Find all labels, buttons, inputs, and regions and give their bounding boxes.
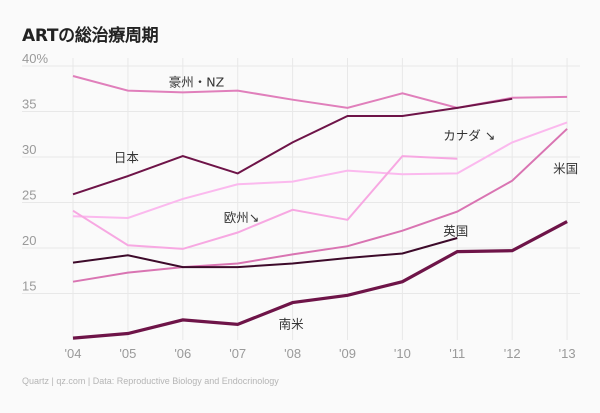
series-line-日本 bbox=[72, 97, 513, 196]
x-axis-ticks: '04 '05 '06 '07 '08 '09 '10 '11 '12 '13 bbox=[65, 346, 576, 361]
series-line-南米 bbox=[72, 220, 568, 340]
series-line-豪州・NZ bbox=[72, 75, 568, 109]
series-label: 日本 bbox=[114, 150, 140, 165]
x-tick-label: '04 bbox=[65, 346, 82, 361]
y-tick-label: 30 bbox=[22, 142, 36, 157]
y-tick-label: 40% bbox=[22, 51, 48, 66]
y-tick-label: 25 bbox=[22, 188, 36, 203]
series-label: 南米 bbox=[279, 316, 305, 331]
series-line-カナダ bbox=[72, 121, 568, 220]
y-tick-label: 15 bbox=[22, 279, 36, 294]
x-tick-label: '09 bbox=[339, 346, 356, 361]
x-tick-label: '07 bbox=[229, 346, 246, 361]
y-axis-ticks: 40% 35 30 25 20 15 bbox=[22, 51, 48, 294]
x-tick-label: '08 bbox=[284, 346, 301, 361]
y-tick-label: 20 bbox=[22, 233, 36, 248]
x-tick-label: '13 bbox=[559, 346, 576, 361]
series-line-英国 bbox=[72, 237, 458, 269]
series-line-欧州 bbox=[72, 155, 458, 250]
y-tick-label: 35 bbox=[22, 97, 36, 112]
x-tick-label: '11 bbox=[449, 346, 465, 361]
x-tick-label: '06 bbox=[174, 346, 191, 361]
series-label: 米国 bbox=[553, 161, 578, 176]
series-line-米国 bbox=[72, 128, 568, 283]
series-label: カナダ ↘ bbox=[443, 128, 495, 143]
x-tick-label: '05 bbox=[119, 346, 136, 361]
chart-title: ARTの総治療周期 bbox=[22, 26, 159, 46]
series-label: 豪州・NZ bbox=[169, 74, 224, 89]
series-label: 欧州↘ bbox=[224, 210, 259, 225]
x-tick-label: '12 bbox=[504, 346, 521, 361]
x-tick-label: '10 bbox=[394, 346, 411, 361]
series-label: 英国 bbox=[443, 224, 468, 239]
series-lines bbox=[72, 75, 568, 340]
source-footer: Quartz | qz.com | Data: Reproductive Bio… bbox=[22, 376, 279, 386]
